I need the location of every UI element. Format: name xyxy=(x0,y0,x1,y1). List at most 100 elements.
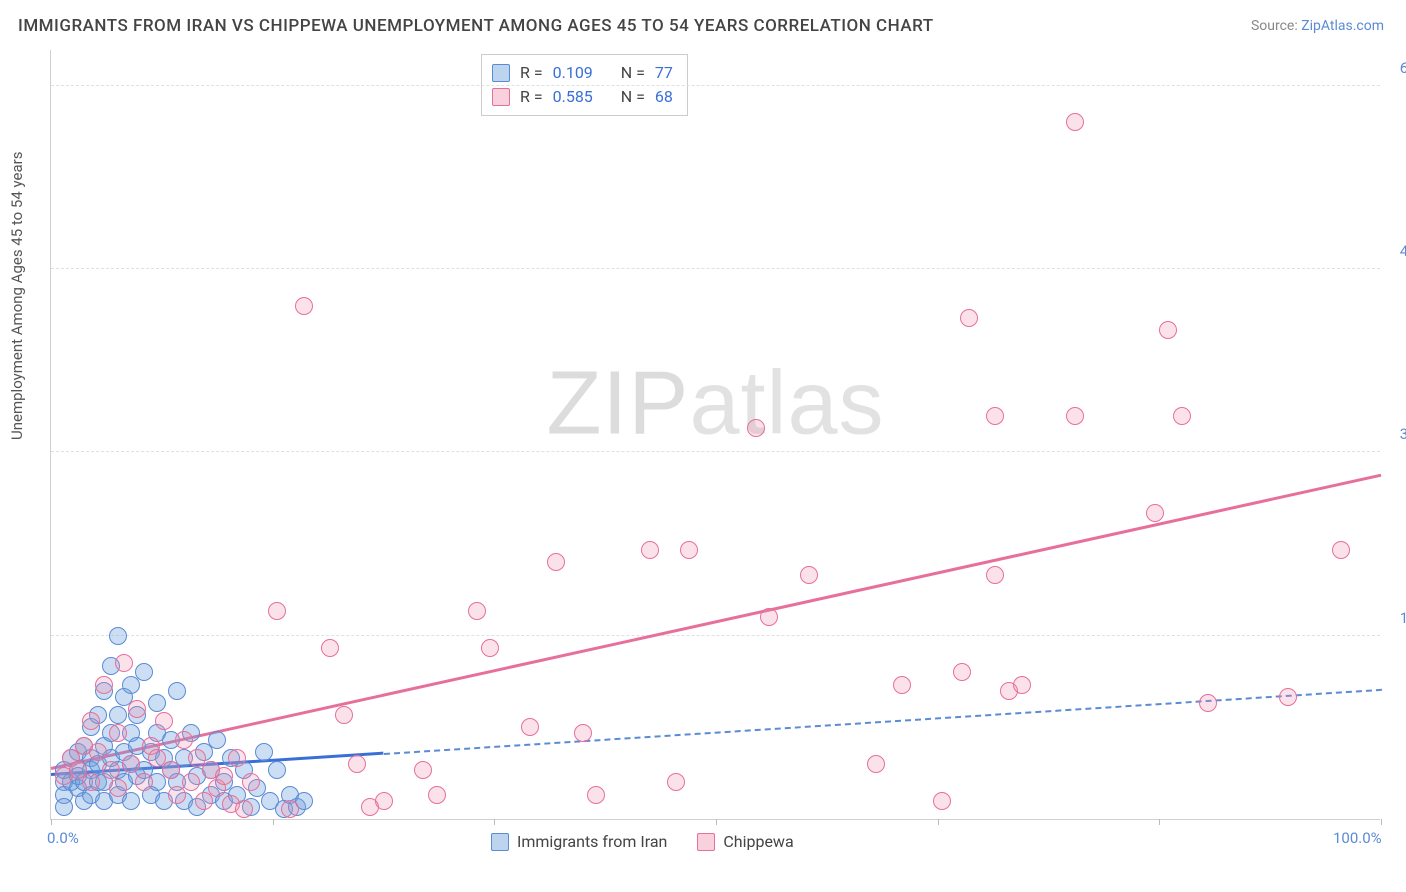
data-point xyxy=(960,309,978,327)
y-tick-label: 15.0% xyxy=(1400,609,1406,627)
watermark-bold: ZIP xyxy=(546,353,689,453)
data-point xyxy=(641,541,659,559)
scatter-plot: ZIPatlas R = 0.109 N = 77 R = 0.585 N = … xyxy=(50,50,1380,820)
data-point xyxy=(268,761,286,779)
stat-value: 0.109 xyxy=(553,61,593,85)
data-point xyxy=(1199,694,1217,712)
x-tick xyxy=(716,819,717,825)
data-point xyxy=(55,798,73,816)
legend-label: Immigrants from Iran xyxy=(517,832,667,851)
x-tick xyxy=(273,819,274,825)
data-point xyxy=(255,743,273,761)
gridline xyxy=(51,85,1380,86)
y-tick-label: 45.0% xyxy=(1400,242,1406,260)
data-point xyxy=(481,639,499,657)
data-point xyxy=(215,767,233,785)
swatch-pink xyxy=(492,88,510,106)
stat-label: R = xyxy=(520,85,543,109)
x-tick xyxy=(494,819,495,825)
data-point xyxy=(986,407,1004,425)
x-tick xyxy=(51,819,52,825)
data-point xyxy=(109,627,127,645)
data-point xyxy=(335,706,353,724)
data-point xyxy=(1173,407,1191,425)
data-point xyxy=(547,553,565,571)
data-point xyxy=(468,602,486,620)
data-point xyxy=(148,694,166,712)
data-point xyxy=(1146,504,1164,522)
data-point xyxy=(1066,407,1084,425)
data-point xyxy=(667,773,685,791)
series-legend: Immigrants from Iran Chippewa xyxy=(491,832,794,851)
data-point xyxy=(182,773,200,791)
data-point xyxy=(109,706,127,724)
stat-value: 68 xyxy=(655,85,673,109)
stat-value: 77 xyxy=(655,61,673,85)
stat-value: 0.585 xyxy=(553,85,593,109)
y-tick-label: 30.0% xyxy=(1400,425,1406,443)
data-point xyxy=(1066,113,1084,131)
data-point xyxy=(587,786,605,804)
data-point xyxy=(168,682,186,700)
data-point xyxy=(295,297,313,315)
data-point xyxy=(747,419,765,437)
trend-line xyxy=(51,474,1382,770)
data-point xyxy=(800,566,818,584)
x-tick xyxy=(938,819,939,825)
chart-title: IMMIGRANTS FROM IRAN VS CHIPPEWA UNEMPLO… xyxy=(18,16,934,36)
data-point xyxy=(521,718,539,736)
data-point xyxy=(135,773,153,791)
legend-label: Chippewa xyxy=(723,832,793,851)
data-point xyxy=(348,755,366,773)
data-point xyxy=(235,800,253,818)
stat-label: N = xyxy=(621,85,645,109)
data-point xyxy=(893,676,911,694)
data-point xyxy=(109,779,127,797)
swatch-blue xyxy=(491,833,509,851)
source-link[interactable]: ZipAtlas.com xyxy=(1301,18,1384,34)
data-point xyxy=(82,773,100,791)
data-point xyxy=(102,761,120,779)
y-axis-label: Unemployment Among Ages 45 to 54 years xyxy=(8,152,26,440)
data-point xyxy=(1279,688,1297,706)
source: Source: ZipAtlas.com xyxy=(1251,18,1384,34)
data-point xyxy=(228,749,246,767)
x-tick xyxy=(1381,819,1382,825)
data-point xyxy=(953,663,971,681)
legend-item: Chippewa xyxy=(697,832,793,851)
data-point xyxy=(122,755,140,773)
legend-row: R = 0.109 N = 77 xyxy=(492,61,673,85)
data-point xyxy=(574,724,592,742)
data-point xyxy=(208,731,226,749)
gridline xyxy=(51,635,1380,636)
data-point xyxy=(135,663,153,681)
watermark: ZIPatlas xyxy=(546,352,884,455)
data-point xyxy=(162,761,180,779)
data-point xyxy=(95,676,113,694)
data-point xyxy=(109,724,127,742)
data-point xyxy=(82,712,100,730)
data-point xyxy=(414,761,432,779)
data-point xyxy=(1013,676,1031,694)
data-point xyxy=(268,602,286,620)
stat-label: R = xyxy=(520,61,543,85)
stat-label: N = xyxy=(621,61,645,85)
data-point xyxy=(175,731,193,749)
source-label: Source: xyxy=(1251,18,1298,34)
swatch-pink xyxy=(697,833,715,851)
data-point xyxy=(128,700,146,718)
data-point xyxy=(375,792,393,810)
watermark-thin: atlas xyxy=(689,353,884,453)
data-point xyxy=(933,792,951,810)
data-point xyxy=(986,566,1004,584)
x-tick xyxy=(1159,819,1160,825)
data-point xyxy=(89,743,107,761)
data-point xyxy=(281,800,299,818)
data-point xyxy=(1332,541,1350,559)
data-point xyxy=(115,654,133,672)
legend-item: Immigrants from Iran xyxy=(491,832,667,851)
data-point xyxy=(867,755,885,773)
data-point xyxy=(155,712,173,730)
swatch-blue xyxy=(492,64,510,82)
data-point xyxy=(428,786,446,804)
